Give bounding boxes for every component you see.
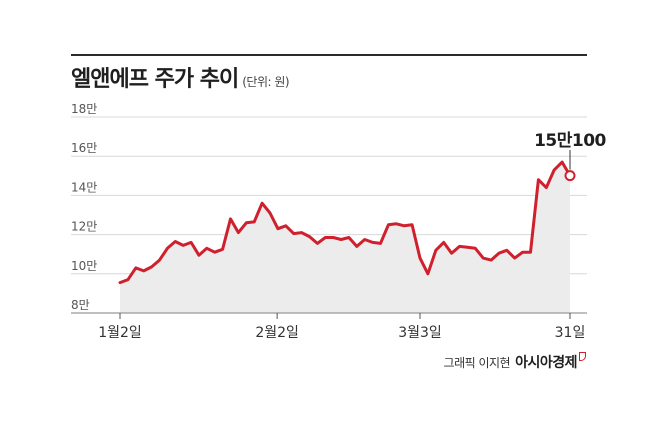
x-tick-label: 1월2일	[98, 325, 142, 341]
brand-name: 아시아경제	[515, 355, 577, 371]
price-line	[118, 160, 572, 285]
last-point-marker	[564, 170, 576, 182]
source-footer: 그래픽 이지현 아시아경제	[444, 352, 586, 372]
y-tick-label: 12만	[71, 220, 97, 234]
price-area-fill	[120, 162, 570, 313]
graphic-credit: 그래픽 이지현	[443, 356, 511, 370]
unit-label: (단위: 원)	[242, 75, 290, 89]
x-axis-ticks: 1월2일 2월2일 3월3일 31일	[98, 313, 585, 341]
x-tick-label: 3월3일	[398, 325, 442, 341]
y-axis-labels: 8만 10만 12만 14만 16만 18만	[71, 102, 97, 312]
x-tick-label: 31일	[555, 325, 586, 341]
y-tick-label: 8만	[71, 298, 90, 312]
chart-title: 엘앤에프 주가 추이	[71, 67, 239, 92]
last-value-label: 15만100	[534, 131, 606, 151]
header-rule	[71, 54, 587, 56]
y-tick-label: 10만	[71, 259, 97, 273]
chart-header: 엘앤에프 주가 추이 (단위: 원)	[71, 61, 290, 93]
y-tick-label: 14만	[71, 180, 97, 194]
x-tick-label: 2월2일	[255, 325, 299, 341]
y-tick-label: 16만	[71, 141, 97, 155]
brand-logo-icon	[579, 352, 586, 361]
y-tick-label: 18만	[71, 102, 97, 116]
